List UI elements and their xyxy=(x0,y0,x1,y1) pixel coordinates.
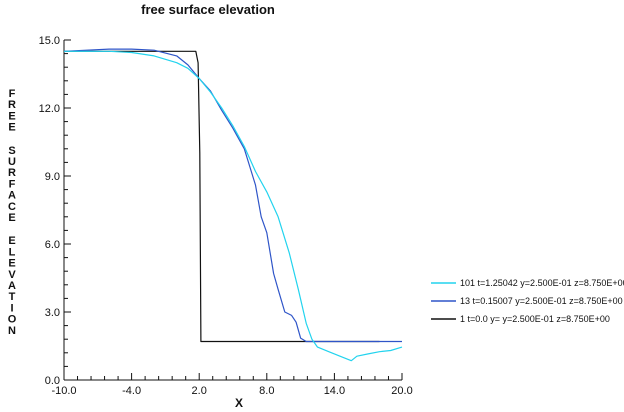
series-line-2 xyxy=(63,48,402,343)
y-axis-label-letter: F xyxy=(9,178,16,190)
y-axis-label-letter: R xyxy=(8,99,16,111)
x-tick-label: -10.0 xyxy=(51,385,76,397)
y-axis-label-letter: N xyxy=(8,325,16,337)
y-axis-label-letter: A xyxy=(8,280,16,292)
y-axis-label-letter: O xyxy=(8,314,17,326)
y-axis-label-letter: R xyxy=(8,167,16,179)
y-axis-label-letter: A xyxy=(8,190,16,202)
y-axis-label-letter: U xyxy=(8,156,16,168)
y-tick-label: 12.0 xyxy=(39,103,60,115)
series-line-3 xyxy=(64,50,380,343)
y-axis-label-letter: E xyxy=(8,258,15,270)
x-tick-label: 14.0 xyxy=(324,385,345,397)
y-axis-label-letter: L xyxy=(9,246,16,258)
y-axis-label-letter: E xyxy=(8,122,15,134)
y-axis-ticks: 0.0 3.0 6.0 9.0 12.0 15.0 xyxy=(39,35,71,387)
y-axis-label-letter: S xyxy=(8,145,15,157)
legend-label: 101 t=1.25042 y=2.500E-01 z=8.750E+00 xyxy=(460,278,624,288)
y-axis-label-letter: E xyxy=(8,212,15,224)
x-tick-label: -4.0 xyxy=(122,385,141,397)
y-tick-label: 3.0 xyxy=(45,307,60,319)
y-tick-label: 9.0 xyxy=(45,171,60,183)
chart-title: free surface elevation xyxy=(141,2,275,17)
series-line-1 xyxy=(64,50,403,362)
y-axis-label-letter: E xyxy=(8,110,15,122)
legend-label: 13 t=0.15007 y=2.500E-01 z=8.750E+00 xyxy=(460,296,623,306)
x-tick-label: 8.0 xyxy=(259,385,274,397)
x-tick-label: 20.0 xyxy=(391,385,412,397)
y-tick-label: 6.0 xyxy=(45,239,60,251)
x-tick-label: 2.0 xyxy=(192,385,207,397)
x-axis-label: X xyxy=(235,396,243,410)
x-axis-ticks: -10.0 -4.0 2.0 8.0 14.0 20.0 xyxy=(51,373,413,397)
y-axis-label-letter: C xyxy=(8,201,16,213)
series-lines xyxy=(63,48,403,362)
legend-label: 1 t=0.0 y= y=2.500E-01 z=8.750E+00 xyxy=(460,314,610,324)
legend: 101 t=1.25042 y=2.500E-01 z=8.750E+00 13 … xyxy=(431,278,624,324)
y-axis-label-letter: V xyxy=(8,269,16,281)
y-axis-label-letter: E xyxy=(8,235,15,247)
y-axis-label-letter: I xyxy=(10,302,13,314)
y-tick-label: 0.0 xyxy=(45,375,60,387)
y-axis-label-letter: T xyxy=(9,291,16,303)
y-axis-label-letter: F xyxy=(9,88,16,100)
y-tick-label: 15.0 xyxy=(39,35,60,47)
